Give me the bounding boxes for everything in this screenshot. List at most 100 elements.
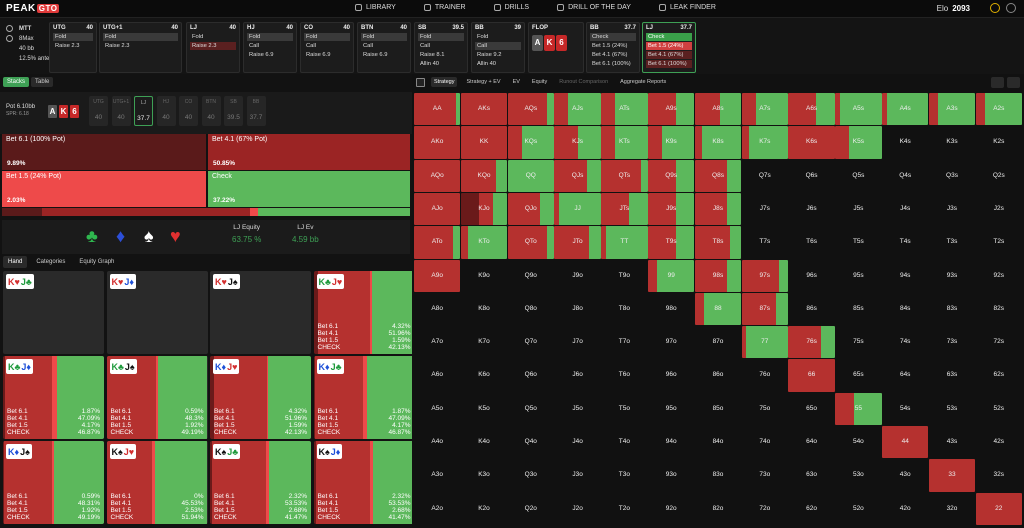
hand-cell[interactable]: Q5o xyxy=(508,393,554,425)
seat-action[interactable]: Raise 2.3 xyxy=(105,43,130,49)
hand-cell[interactable]: 74o xyxy=(742,426,788,458)
hand-cell[interactable]: 44 xyxy=(882,426,929,459)
hand-cell[interactable]: 98o xyxy=(648,293,694,325)
hand-cell[interactable]: 66 xyxy=(788,359,835,392)
club-icon[interactable]: ♣ xyxy=(86,226,98,246)
hand-cell[interactable]: 96o xyxy=(648,359,694,391)
hand-cell[interactable]: 96s xyxy=(788,260,834,292)
hand-cell[interactable]: J5s xyxy=(835,193,881,225)
hand-cell[interactable]: J3o xyxy=(554,459,600,491)
combo-card[interactable]: K♥ J♣ xyxy=(3,271,104,354)
hand-cell[interactable]: K5s xyxy=(835,126,882,159)
hand-cell[interactable]: A8o xyxy=(414,293,460,325)
hand-cell[interactable]: J4o xyxy=(554,426,600,458)
hand-cell[interactable]: T9o xyxy=(601,260,647,292)
grid-toggle-icon[interactable] xyxy=(416,77,425,87)
seat-action[interactable]: Allin 40 xyxy=(420,61,440,67)
hand-cell[interactable]: Q9o xyxy=(508,260,554,292)
hand-cell[interactable]: QTo xyxy=(507,226,554,259)
hand-cell[interactable]: 65s xyxy=(835,359,881,391)
hand-cell[interactable]: T8o xyxy=(601,293,647,325)
combo-card[interactable]: K♠ J♦ Bet 6.1 2.32% Bet 4.1 53.53% Bet 1.5 2.68… xyxy=(313,441,415,524)
seat-action[interactable]: Call xyxy=(249,43,259,49)
hand-cell[interactable]: 76s xyxy=(788,326,835,359)
hand-cell[interactable]: KQs xyxy=(507,126,554,159)
hand-cell[interactable]: 73s xyxy=(929,326,975,358)
hand-cell[interactable]: 82o xyxy=(695,493,741,525)
hand-cell[interactable]: 52s xyxy=(976,393,1022,425)
hand-cell[interactable]: T2s xyxy=(976,226,1022,258)
hand-cell[interactable]: A5o xyxy=(414,393,460,425)
seat-action[interactable]: Fold xyxy=(304,33,350,41)
hand-cell[interactable]: JTs xyxy=(601,192,648,226)
tab-ev[interactable]: EV xyxy=(512,79,520,85)
hand-cell[interactable]: 63s xyxy=(929,359,975,391)
hand-cell[interactable]: A4o xyxy=(414,426,460,458)
seat-action[interactable]: Fold xyxy=(53,33,93,41)
hand-cell[interactable]: 62o xyxy=(788,493,834,525)
hand-cell[interactable]: T9s xyxy=(648,226,695,259)
seat-action[interactable]: Raise 6.9 xyxy=(363,52,388,58)
hand-cell[interactable]: K6o xyxy=(461,359,507,391)
table-icon[interactable] xyxy=(6,34,13,42)
hand-cell[interactable]: J4s xyxy=(882,193,928,225)
seat-action[interactable]: Raise 9.2 xyxy=(477,52,502,58)
seat-action[interactable]: Allin 40 xyxy=(477,61,497,67)
hand-cell[interactable]: 93o xyxy=(648,459,694,491)
nav-trainer[interactable]: TRAINER xyxy=(423,4,466,11)
hand-cell[interactable]: K7s xyxy=(741,126,788,159)
hand-cell[interactable]: AA xyxy=(414,93,461,126)
seat-panel-lj-flop[interactable]: LJ 37.7 Check Bet 1.5 (24%) Bet 4.1 (67%) Be… xyxy=(642,22,696,73)
hand-cell[interactable]: A2s xyxy=(975,93,1022,126)
tab-stacks[interactable]: Stacks xyxy=(3,77,30,87)
combo-card[interactable]: K♥ J♦ xyxy=(106,271,208,354)
seat-panel-utg[interactable]: UTG 40 Fold Raise 2.3 xyxy=(49,22,97,73)
hand-cell[interactable]: ATo xyxy=(414,226,461,259)
seat-panel-utgplus1[interactable]: UTG+1 40 Fold Raise 2.3 xyxy=(99,22,182,73)
hand-cell[interactable]: T3o xyxy=(601,459,647,491)
hand-cell[interactable]: 53s xyxy=(929,393,975,425)
hand-cell[interactable]: KTo xyxy=(460,226,508,259)
hand-cell[interactable]: 73o xyxy=(742,459,788,491)
hand-cell[interactable]: 86s xyxy=(788,293,834,325)
strategy-option[interactable]: Bet 6.1 (100% Pot) 9.89% xyxy=(2,134,206,170)
stack-slot-bb[interactable]: BB 37.7 xyxy=(246,96,266,126)
strategy-option[interactable]: Check 37.22% xyxy=(208,171,410,207)
hand-cell[interactable]: K8s xyxy=(694,126,742,159)
combo-card[interactable]: K♣ J♥ Bet 6.1 4.32% Bet 4.1 51.96% Bet 1.5 1.59… xyxy=(313,271,415,354)
nav-leak-finder[interactable]: LEAK FINDER xyxy=(658,4,716,11)
strategy-option[interactable]: Bet 1.5 (24% Pot) 2.03% xyxy=(2,171,206,207)
combo-card[interactable]: K♠ J♣ Bet 6.1 2.32% Bet 4.1 53.53% Bet 1.5 2.68… xyxy=(210,441,311,524)
hand-cell[interactable]: 97s xyxy=(741,259,788,292)
hand-cell[interactable]: 64o xyxy=(788,426,834,458)
seat-action[interactable]: Raise 2.3 xyxy=(190,42,236,50)
street-action[interactable]: Bet 4.1 (67%) xyxy=(646,51,692,59)
peakgto-logo[interactable]: PEAK GTO xyxy=(6,3,60,14)
nav-library[interactable]: LIBRARY xyxy=(355,4,396,11)
tab-categories[interactable]: Categories xyxy=(36,259,66,265)
nav-drill-of-the-day[interactable]: DRILL OF THE DAY xyxy=(557,4,631,11)
hand-cell[interactable]: 32o xyxy=(929,493,975,525)
combo-card[interactable]: K♠ J♥ Bet 6.1 0% Bet 4.1 45.53% Bet 1.5 2.53% CH… xyxy=(106,441,208,524)
hand-cell[interactable]: Q2o xyxy=(508,493,554,525)
hand-cell[interactable]: A9s xyxy=(648,93,695,126)
hand-cell[interactable]: K3s xyxy=(929,126,975,158)
hand-cell[interactable]: AQo xyxy=(414,159,461,192)
hand-cell[interactable]: 75s xyxy=(835,326,881,358)
hand-cell[interactable]: 64s xyxy=(882,359,928,391)
hand-cell[interactable]: ATs xyxy=(601,93,648,126)
hand-cell[interactable]: 92o xyxy=(648,493,694,525)
seat-action[interactable]: Fold xyxy=(361,33,407,41)
hand-cell[interactable]: T3s xyxy=(929,226,975,258)
hand-cell[interactable]: QJs xyxy=(554,159,601,192)
hand-cell[interactable]: Q9s xyxy=(648,159,695,192)
tab-table[interactable]: Table xyxy=(31,77,54,87)
hand-cell[interactable]: J8o xyxy=(554,293,600,325)
hand-cell[interactable]: T6o xyxy=(601,359,647,391)
seat-action[interactable]: Fold xyxy=(247,33,293,41)
hand-cell[interactable]: T8s xyxy=(694,226,742,259)
hand-cell[interactable]: 83s xyxy=(929,293,975,325)
hand-cell[interactable]: Q2s xyxy=(976,160,1022,192)
hand-cell[interactable]: K9s xyxy=(648,126,695,159)
